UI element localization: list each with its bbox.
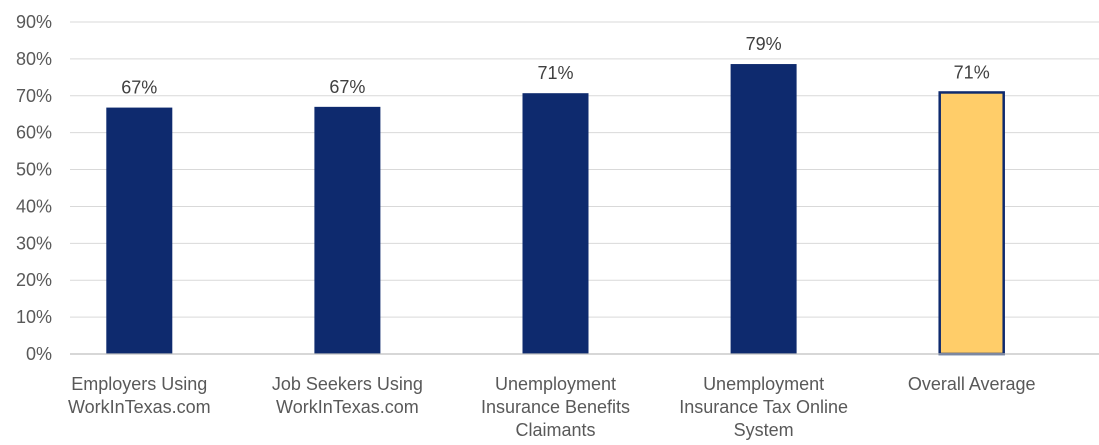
y-tick-label: 20% — [16, 270, 52, 290]
y-tick-label: 50% — [16, 160, 52, 180]
bar — [106, 107, 173, 355]
x-category-label: Employers Using WorkInTexas.com — [68, 374, 211, 417]
bar — [730, 64, 797, 354]
data-label: 71% — [537, 63, 573, 83]
x-category-label: Unemployment Insurance Benefits Claimants — [481, 374, 630, 440]
y-axis-tick-labels: 0% 10% 20% 30% 40% 50% 60% 70% 80% 90% — [16, 12, 52, 364]
y-tick-label: 60% — [16, 123, 52, 143]
bars — [106, 64, 1005, 356]
y-tick-label: 70% — [16, 86, 52, 106]
y-tick-label: 10% — [16, 307, 52, 327]
data-labels: 67% 67% 71% 79% 71% — [121, 34, 989, 98]
bar — [522, 93, 589, 354]
y-tick-label: 30% — [16, 233, 52, 253]
x-category-label: Unemployment Insurance Tax Online System — [679, 374, 848, 440]
y-tick-label: 80% — [16, 49, 52, 69]
data-label: 67% — [121, 78, 157, 98]
data-label: 67% — [329, 77, 365, 97]
data-label: 71% — [954, 62, 990, 82]
y-tick-label: 40% — [16, 196, 52, 216]
x-axis-category-labels: Employers Using WorkInTexas.com Job Seeker… — [68, 374, 1036, 440]
y-tick-label: 0% — [26, 344, 52, 364]
data-label: 79% — [746, 34, 782, 54]
y-tick-label: 90% — [16, 12, 52, 32]
bar — [314, 106, 381, 354]
x-category-label: Overall Average — [908, 374, 1036, 394]
bar-highlight — [938, 91, 1005, 356]
x-category-label: Job Seekers Using WorkInTexas.com — [272, 374, 423, 417]
